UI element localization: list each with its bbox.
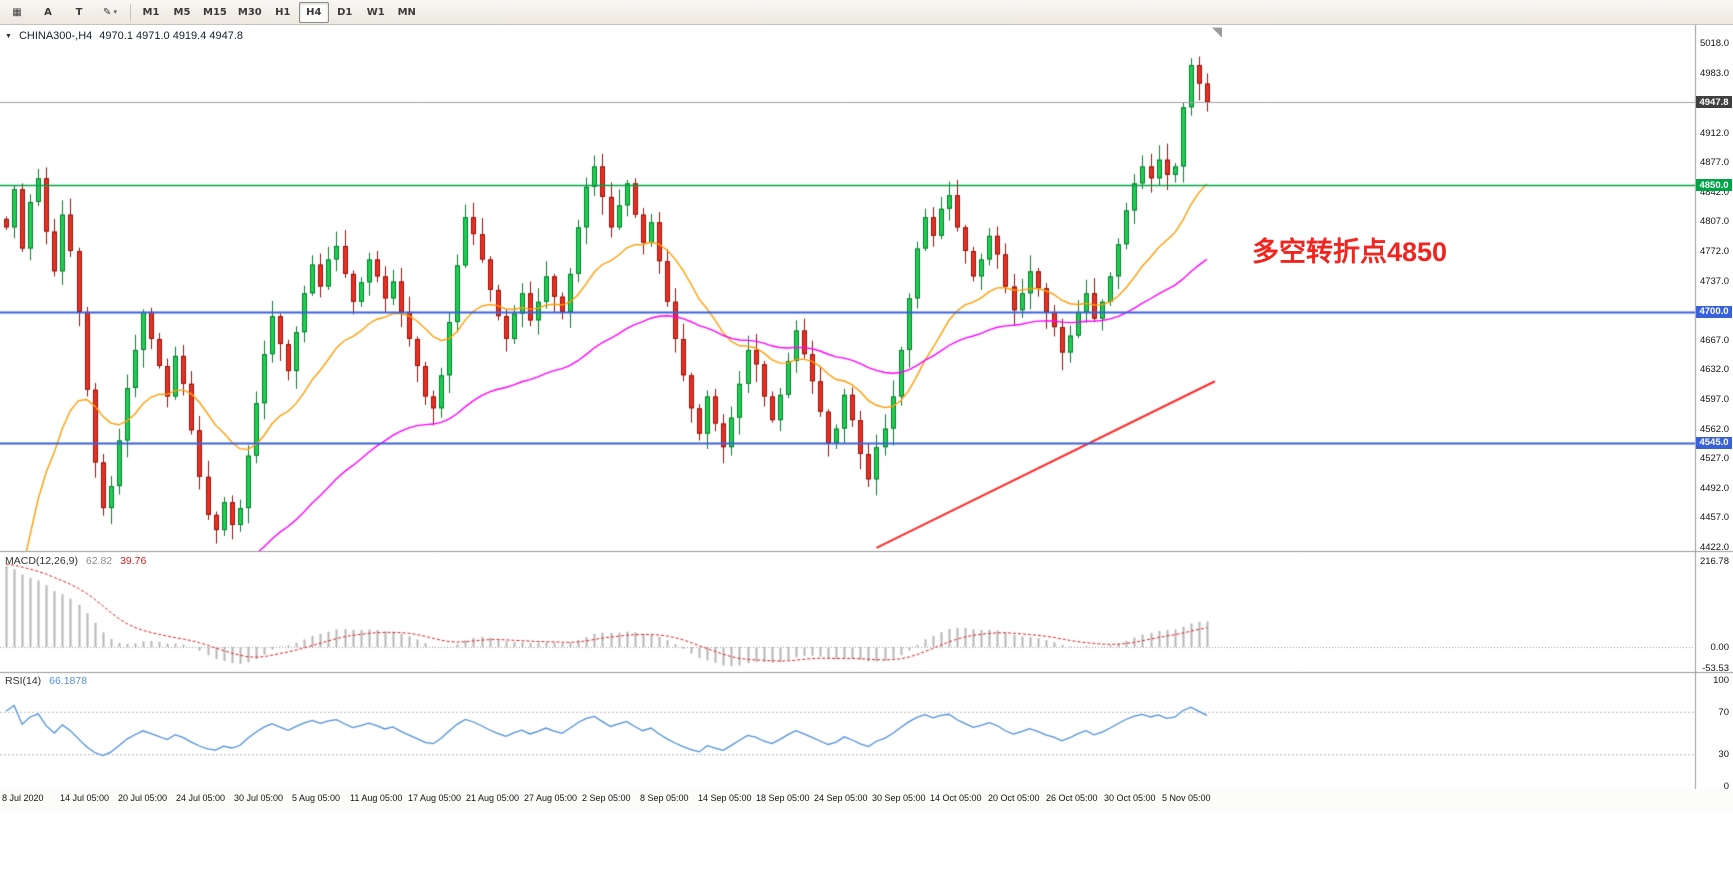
ohlc-values: 4970.1 4971.0 4919.4 4947.8 <box>99 30 244 42</box>
price-tick: 4807.0 <box>1699 216 1729 228</box>
time-label: 17 Aug 05:00 <box>408 793 462 803</box>
time-label: 5 Aug 05:00 <box>292 793 341 803</box>
toolbar-icon-group: ▦ A T ✎ ▾ <box>2 2 125 23</box>
price-marker-4947.8: 4947.8 <box>1696 96 1732 109</box>
time-label: 27 Aug 05:00 <box>524 793 578 803</box>
time-axis[interactable]: 8 Jul 2020 14 Jul 05:00 20 Jul 05:00 24 Jul… <box>0 789 1733 813</box>
rsi-axis-tick: 30 <box>1718 749 1729 761</box>
price-tick: 4422.0 <box>1699 542 1729 553</box>
macd-main-value: 62.82 <box>85 555 113 567</box>
timeframe-button-m5[interactable]: M5 <box>173 6 191 18</box>
timeframe-button-m1[interactable]: M1 <box>142 6 160 18</box>
chart-canvas[interactable] <box>0 25 1733 894</box>
time-label: 30 Jul 05:00 <box>234 793 284 803</box>
symbol-label: CHINA300-,H4 <box>18 30 93 42</box>
time-label: 11 Aug 05:00 <box>350 793 403 803</box>
dropdown-caret-icon: ▾ <box>113 8 117 16</box>
time-label: 8 Jul 2020 <box>2 793 44 803</box>
price-axis[interactable]: 5018.0 4983.0 4912.0 4877.0 4842.0 4807.0 4772… <box>1696 25 1733 789</box>
price-tick: 4983.0 <box>1699 67 1729 79</box>
chart-header: ▼ CHINA300-,H4 4970.1 4971.0 4919.4 4947… <box>5 30 243 42</box>
price-tick: 4492.0 <box>1699 482 1729 494</box>
price-tick: 4597.0 <box>1699 394 1729 405</box>
time-label: 8 Sep 05:00 <box>640 793 689 803</box>
macd-axis-tick: 216.78 <box>1699 556 1729 567</box>
time-label: 20 Jul 05:00 <box>118 793 168 803</box>
macd-axis-tick: 0.00 <box>1710 642 1730 653</box>
price-tick: 4737.0 <box>1699 275 1729 287</box>
chart-area[interactable]: ▼ CHINA300-,H4 4970.1 4971.0 4919.4 4947… <box>0 25 1733 894</box>
macd-label: MACD(12,26,9) 62.82 39.76 <box>5 555 146 567</box>
price-tick: 4667.0 <box>1699 334 1729 346</box>
toolbar: ▦ A T ✎ ▾ M1 M5 M15 M30 H1 H4 D1 W1 MN <box>0 0 1733 25</box>
timeframe-group: M1 M5 M15 M30 H1 H4 D1 W1 MN <box>136 1 422 23</box>
toolbar-separator <box>130 3 131 21</box>
time-label: 30 Sep 05:00 <box>872 793 926 803</box>
timeframe-button-m15[interactable]: M15 <box>203 6 227 18</box>
time-label: 14 Sep 05:00 <box>698 793 752 803</box>
rsi-title: RSI(14) <box>5 675 42 687</box>
time-label: 30 Oct 05:00 <box>1104 793 1156 803</box>
time-label: 20 Oct 05:00 <box>988 793 1040 803</box>
price-marker-4850.0: 4850.0 <box>1696 179 1732 192</box>
collapse-triangle-icon[interactable]: ▼ <box>5 32 12 40</box>
price-tick: 5018.0 <box>1699 38 1729 49</box>
time-label: 21 Aug 05:00 <box>466 793 520 803</box>
macd-title: MACD(12,26,9) <box>5 555 78 567</box>
rsi-axis-tick: 70 <box>1718 706 1729 718</box>
timeframe-button-m30[interactable]: M30 <box>237 6 262 18</box>
timeframe-button-d1[interactable]: D1 <box>337 6 353 18</box>
letter-a-cursor-icon[interactable]: A <box>44 6 52 18</box>
chart-shift-marker-icon[interactable]: ◥ <box>1212 25 1222 40</box>
chart-annotation-text[interactable]: 多空转折点4850 <box>1252 237 1448 267</box>
time-label: 14 Jul 05:00 <box>60 793 110 803</box>
macd-axis-tick: -53.53 <box>1702 663 1729 675</box>
rsi-value: 66.1878 <box>49 675 88 687</box>
price-tick: 4842.0 <box>1699 186 1729 198</box>
timeframe-button-mn[interactable]: MN <box>397 6 416 18</box>
pencil-draw-tool-icon[interactable]: ✎ ▾ <box>103 6 117 18</box>
time-label: 2 Sep 05:00 <box>582 793 631 803</box>
price-marker-4700.0: 4700.0 <box>1696 305 1732 318</box>
time-label: 14 Oct 05:00 <box>930 793 982 803</box>
price-tick: 4772.0 <box>1699 246 1729 258</box>
rsi-axis-tick: 100 <box>1713 675 1729 686</box>
price-marker-4545.0: 4545.0 <box>1696 436 1732 449</box>
time-label: 18 Sep 05:00 <box>756 793 810 803</box>
timeframe-button-w1[interactable]: W1 <box>366 6 385 18</box>
time-label: 24 Jul 05:00 <box>176 793 226 803</box>
timeframe-button-h4[interactable]: H4 <box>298 1 329 23</box>
price-tick: 4457.0 <box>1699 512 1729 524</box>
price-tick: 4527.0 <box>1699 453 1729 465</box>
macd-signal-value: 39.76 <box>120 555 147 567</box>
timeframe-button-h1[interactable]: H1 <box>275 6 291 18</box>
price-tick: 4877.0 <box>1699 157 1729 169</box>
rsi-label: RSI(14) 66.1878 <box>5 675 87 687</box>
rsi-axis-tick: 0 <box>1723 781 1729 792</box>
price-tick: 4632.0 <box>1699 364 1729 376</box>
grid-icon[interactable]: ▦ <box>12 6 22 18</box>
time-label: 26 Oct 05:00 <box>1046 793 1098 803</box>
time-label: 5 Nov 05:00 <box>1162 793 1211 803</box>
price-tick: 4912.0 <box>1699 127 1729 139</box>
text-tool-icon[interactable]: T <box>75 6 83 18</box>
time-label: 24 Sep 05:00 <box>814 793 868 803</box>
price-tick: 4562.0 <box>1699 423 1729 435</box>
